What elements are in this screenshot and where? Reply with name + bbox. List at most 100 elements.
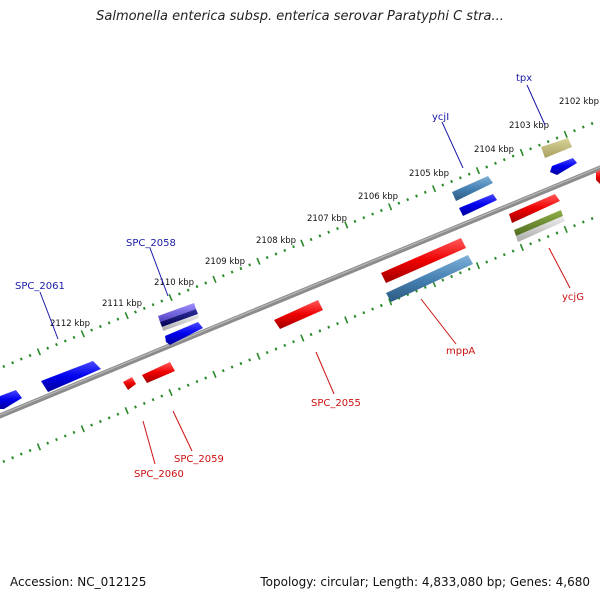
scale-label: 2110 kbp xyxy=(154,278,194,288)
inner-track-tick xyxy=(362,311,366,315)
outer-track-tick xyxy=(458,176,462,180)
feature-SPC_2059[interactable] xyxy=(142,362,175,383)
inner-track-tick xyxy=(327,325,331,329)
outer-track-tick xyxy=(502,158,506,162)
inner-track-tick xyxy=(494,256,497,260)
feature-SPC_2058-d[interactable] xyxy=(165,322,203,345)
outer-track-tick xyxy=(423,190,427,194)
inner-track-tick xyxy=(124,406,129,415)
outer-track-tick xyxy=(555,136,559,140)
scale-label: 2111 kbp xyxy=(102,299,142,309)
feature-SPC_2058-a[interactable] xyxy=(158,303,196,322)
label-leaders xyxy=(39,84,571,465)
outer-track-tick xyxy=(529,147,533,151)
inner-track-tick xyxy=(529,242,533,246)
outer-track-tick xyxy=(441,183,445,187)
inner-track-tick xyxy=(36,443,42,451)
feature-tpx-upper[interactable] xyxy=(541,138,572,158)
gene-labels: tpx ycjI SPC_2058 SPC_2061 ycjG mppA SPC… xyxy=(15,73,584,480)
inner-track-tick xyxy=(28,448,32,453)
outer-track-tick xyxy=(248,263,252,267)
feature-ycjG-lower-b[interactable] xyxy=(516,216,565,242)
feature-SPC_2058-b[interactable] xyxy=(160,309,198,327)
outer-track-tick xyxy=(168,293,173,302)
inner-track-tick xyxy=(581,220,585,224)
inner-track-tick xyxy=(134,405,137,409)
outer-track-tick xyxy=(230,270,234,274)
gene-label-tpx[interactable]: tpx xyxy=(516,73,532,84)
feature-SPC_2061[interactable] xyxy=(41,361,101,392)
inner-track-tick xyxy=(344,316,349,324)
scale-label: 2109 kbp xyxy=(205,257,245,267)
feature-tpx[interactable] xyxy=(550,158,577,175)
tick-tracks xyxy=(2,121,594,463)
feature-SPC_2060[interactable] xyxy=(123,377,136,390)
outer-track-tick xyxy=(467,172,471,176)
inner-track-tick xyxy=(11,456,15,460)
inner-track-tick xyxy=(292,340,295,344)
scale-label: 2105 kbp xyxy=(409,169,449,179)
inner-track-tick xyxy=(475,261,481,270)
inner-track-tick xyxy=(573,224,576,228)
gene-label-SPC_2060[interactable]: SPC_2060 xyxy=(134,469,184,480)
gene-label-ycjI[interactable]: ycjI xyxy=(432,112,449,123)
scale-label: 2103 kbp xyxy=(509,121,549,131)
inner-track-tick xyxy=(450,274,454,279)
outer-track-tick xyxy=(494,161,497,165)
outer-track-tick xyxy=(327,230,331,234)
inner-track-tick xyxy=(309,332,313,337)
feature-mppA[interactable] xyxy=(386,255,473,302)
outer-track-tick xyxy=(344,221,349,229)
inner-track-tick xyxy=(502,253,506,257)
outer-track-tick xyxy=(379,208,383,213)
outer-track-tick xyxy=(221,274,225,278)
inner-track-tick xyxy=(63,434,67,438)
scale-label: 2108 kbp xyxy=(256,236,296,246)
outer-track-tick xyxy=(431,185,437,193)
inner-track-tick xyxy=(590,216,594,221)
feature-mppA-upper[interactable] xyxy=(381,238,466,283)
outer-track-tick xyxy=(134,310,137,314)
outer-track-tick xyxy=(142,306,146,310)
feature-SPC_2055[interactable] xyxy=(274,300,323,329)
feature-right-edge[interactable] xyxy=(596,170,600,184)
outer-track-tick xyxy=(415,194,418,198)
gene-label-mppA[interactable]: mppA xyxy=(446,346,475,357)
outer-track-tick xyxy=(177,292,181,296)
inner-track-tick xyxy=(283,343,287,347)
gene-label-SPC_2061[interactable]: SPC_2061 xyxy=(15,281,65,292)
gene-label-SPC_2055[interactable]: SPC_2055 xyxy=(311,398,361,409)
inner-track-tick xyxy=(98,419,102,424)
outer-track-tick xyxy=(28,353,32,358)
outer-track-tick xyxy=(406,198,410,202)
outer-track-tick xyxy=(90,328,94,332)
inner-track-tick xyxy=(212,370,217,379)
inner-track-tick xyxy=(546,235,550,239)
inner-track-tick xyxy=(116,412,120,416)
inner-track-tick xyxy=(195,380,199,384)
outer-track-tick xyxy=(292,245,295,249)
outer-track-tick xyxy=(124,311,129,320)
inner-track-tick xyxy=(423,285,427,289)
gene-label-SPC_2059[interactable]: SPC_2059 xyxy=(174,454,224,465)
feature-SPC_2058-c[interactable] xyxy=(162,314,199,331)
gene-label-SPC_2058[interactable]: SPC_2058 xyxy=(126,238,176,249)
outer-track-tick xyxy=(151,303,155,307)
inner-track-tick xyxy=(485,260,489,264)
feature-ycjG-lower-a[interactable] xyxy=(514,210,563,236)
scale-label: 2112 kbp xyxy=(50,319,90,329)
gene-label-ycjG[interactable]: ycjG xyxy=(562,292,584,303)
feature-ycjG[interactable] xyxy=(509,194,560,223)
outer-track-tick xyxy=(46,346,50,350)
outer-track-tick xyxy=(107,321,111,325)
feature-ycjI-lower[interactable] xyxy=(459,194,497,216)
feature-ycjI[interactable] xyxy=(452,176,493,201)
outer-track-tick xyxy=(336,227,339,231)
feature-SPC_2062[interactable] xyxy=(0,390,22,409)
outer-track-tick xyxy=(204,281,208,285)
outer-track-tick xyxy=(397,201,401,205)
outer-track-tick xyxy=(318,234,322,238)
inner-track-tick xyxy=(142,401,146,405)
inner-track-tick xyxy=(177,387,181,391)
